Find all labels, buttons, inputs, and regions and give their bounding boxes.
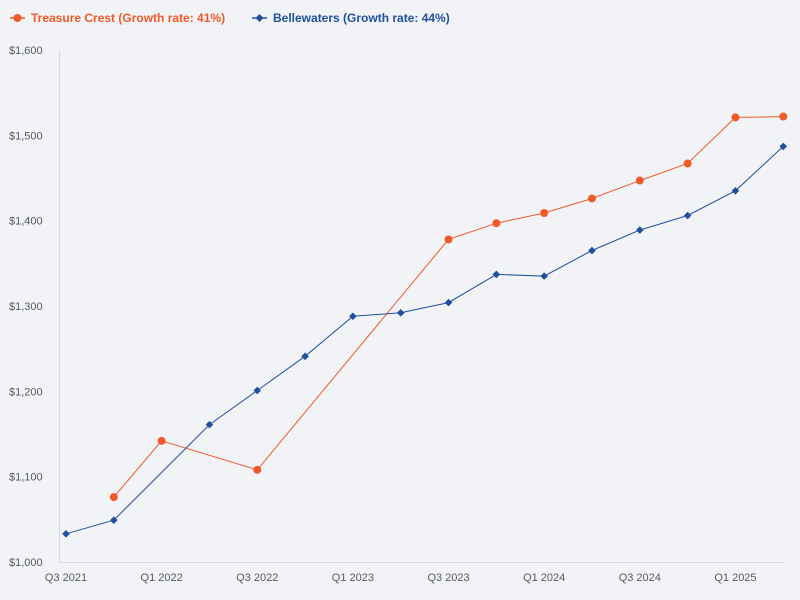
legend-item-treasure-crest[interactable]: Treasure Crest (Growth rate: 41%)	[10, 11, 225, 25]
series-2	[62, 142, 788, 538]
data-point[interactable]	[683, 159, 692, 168]
legend-label-treasure-crest: Treasure Crest (Growth rate: 41%)	[31, 11, 225, 25]
x-tick-label: Q3 2023	[427, 572, 469, 584]
data-point[interactable]	[62, 530, 70, 538]
y-tick-label: $1,400	[9, 216, 43, 228]
x-tick-label: Q1 2024	[523, 572, 565, 584]
y-tick-label: $1,000	[9, 557, 43, 569]
data-point[interactable]	[587, 194, 596, 203]
x-tick-label: Q3 2022	[236, 572, 278, 584]
data-point[interactable]	[444, 235, 453, 244]
x-tick-label: Q1 2023	[332, 572, 374, 584]
data-point[interactable]	[779, 112, 788, 121]
legend-marker-diamond-icon	[255, 14, 264, 22]
y-tick-label: $1,200	[9, 386, 43, 398]
x-tick-label: Q3 2024	[619, 572, 661, 584]
data-point[interactable]	[540, 272, 548, 280]
data-point[interactable]	[253, 465, 262, 474]
data-point[interactable]	[349, 312, 357, 321]
data-point[interactable]	[109, 493, 118, 502]
data-point[interactable]	[301, 352, 309, 361]
series-layer	[62, 112, 788, 538]
data-point[interactable]	[540, 208, 549, 217]
data-point[interactable]	[635, 176, 644, 185]
data-point[interactable]	[683, 211, 692, 220]
legend-label-bellewaters: Bellewaters (Growth rate: 44%)	[273, 11, 450, 25]
data-point[interactable]	[588, 246, 596, 255]
x-axis-ticks: Q3 2021 Q1 2022 Q3 2022 Q1 2023 Q3 2023 Q1 20…	[45, 572, 757, 584]
series-line	[113, 116, 784, 498]
chart-legend: Treasure Crest (Growth rate: 41%) Bellew…	[10, 11, 450, 25]
y-tick-label: $1,500	[9, 130, 43, 142]
legend-marker-circle-icon	[13, 14, 22, 22]
y-axis-ticks: $1,000 $1,100 $1,200 $1,300 $1,400 $1,500 $1,6…	[9, 45, 43, 569]
data-point[interactable]	[779, 142, 788, 151]
data-point[interactable]	[492, 270, 501, 279]
data-point[interactable]	[205, 420, 214, 429]
legend-item-bellewaters[interactable]: Bellewaters (Growth rate: 44%)	[252, 11, 450, 25]
data-point[interactable]	[157, 436, 166, 445]
data-point[interactable]	[444, 298, 453, 307]
y-tick-label: $1,100	[9, 472, 43, 484]
data-point[interactable]	[253, 386, 262, 395]
series-line	[65, 146, 784, 535]
data-point[interactable]	[731, 113, 740, 122]
y-tick-label: $1,600	[9, 45, 43, 57]
x-tick-label: Q1 2025	[714, 572, 756, 584]
x-tick-label: Q1 2022	[141, 572, 183, 584]
data-point[interactable]	[492, 219, 501, 228]
data-point[interactable]	[110, 516, 118, 524]
x-tick-label: Q3 2021	[45, 572, 87, 584]
y-tick-label: $1,300	[9, 301, 43, 313]
series-1	[109, 112, 788, 502]
data-point[interactable]	[731, 187, 740, 195]
data-point[interactable]	[396, 309, 405, 317]
data-point[interactable]	[636, 226, 644, 234]
